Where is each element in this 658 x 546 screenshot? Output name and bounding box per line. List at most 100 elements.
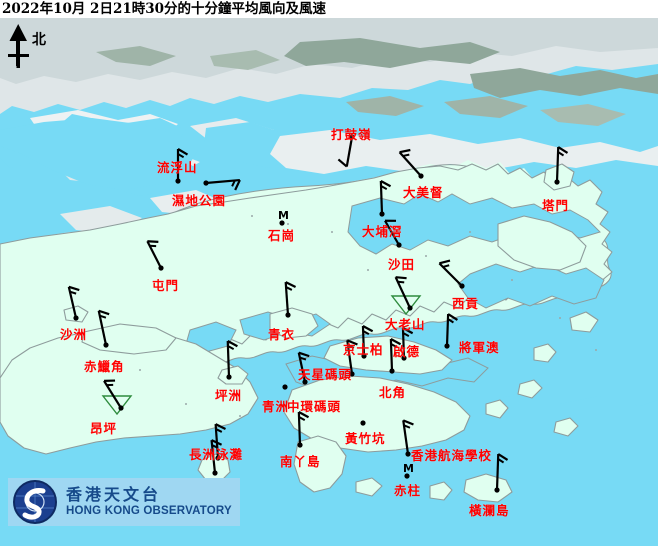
wind-barb xyxy=(214,423,226,461)
barb-full-feather xyxy=(98,309,110,316)
station-label[interactable]: 青衣 xyxy=(268,327,296,342)
wind-barb xyxy=(101,379,133,416)
barb-half-feather xyxy=(211,444,219,449)
station-label[interactable]: 赤柱 xyxy=(394,483,422,498)
page-title: 2022年10月 2日21時30分的十分鐘平均風向及風速 xyxy=(2,1,327,17)
barb-full-feather xyxy=(298,411,310,419)
wind-barb xyxy=(444,313,459,349)
barb-full-feather xyxy=(215,423,226,430)
wind-barb xyxy=(554,146,569,185)
barb-half-feather xyxy=(69,290,77,295)
station-label[interactable]: 橫瀾島 xyxy=(469,503,510,518)
barb-half-feather xyxy=(447,318,454,324)
station-label[interactable]: 大老山 xyxy=(385,317,426,332)
station-label[interactable]: 濕地公園 xyxy=(172,193,227,208)
barb-full-feather xyxy=(380,180,392,188)
wind-barb xyxy=(146,240,164,271)
barb-shaft xyxy=(445,313,450,347)
station-label[interactable]: 塔門 xyxy=(542,198,570,213)
station-dot xyxy=(279,220,285,226)
barb-full-feather xyxy=(497,453,509,461)
barb-half-feather xyxy=(362,330,370,335)
station-label[interactable]: 天星碼頭 xyxy=(298,367,353,382)
wind-barb xyxy=(203,178,241,191)
barb-full-feather xyxy=(337,158,348,168)
barb-shaft xyxy=(398,151,422,177)
barb-half-feather xyxy=(402,332,410,337)
wind-barb xyxy=(398,148,424,179)
station-label[interactable]: 打鼓嶺 xyxy=(331,127,372,142)
logo-title-en: HONG KONG OBSERVATORY xyxy=(66,505,232,517)
station-label[interactable]: 香港航海學校 xyxy=(411,448,493,463)
wind-barb xyxy=(346,339,358,377)
barb-half-feather xyxy=(442,264,450,268)
station-label[interactable]: 屯門 xyxy=(152,278,180,293)
station-label[interactable]: 石崗 xyxy=(268,228,296,243)
station-label[interactable]: 啟德 xyxy=(393,344,421,359)
station-label[interactable]: 京士柏 xyxy=(343,342,384,357)
north-label: 北 xyxy=(32,32,46,48)
station-label[interactable]: 流浮山 xyxy=(157,160,198,175)
station-label[interactable]: 赤鱲角 xyxy=(84,359,125,374)
station-dot xyxy=(282,384,288,390)
wind-barbs-layer xyxy=(67,134,569,493)
barb-full-feather xyxy=(147,240,159,244)
barb-shaft xyxy=(384,220,400,246)
barb-full-feather xyxy=(285,281,297,288)
wind-barb xyxy=(360,420,366,426)
basemap-graphic xyxy=(0,18,658,546)
barb-half-feather xyxy=(177,153,185,159)
barb-half-feather xyxy=(390,343,398,348)
north-arrow: 北 xyxy=(4,22,64,72)
barb-full-feather xyxy=(177,148,189,156)
barb-half-feather xyxy=(99,314,107,319)
barb-half-feather xyxy=(299,356,307,361)
station-label[interactable]: 青洲 xyxy=(262,399,290,414)
station-label[interactable]: 昂坪 xyxy=(90,421,118,436)
station-label[interactable]: 沙田 xyxy=(388,257,416,272)
barb-half-feather xyxy=(285,286,293,291)
hko-logo: 香港天文台 HONG KONG OBSERVATORY xyxy=(8,478,240,526)
wind-barb xyxy=(226,340,238,380)
barb-half-feather xyxy=(403,424,411,429)
wind-barb xyxy=(379,180,392,217)
barb-half-feather xyxy=(557,151,565,157)
barb-full-feather xyxy=(395,276,407,280)
barb-full-feather xyxy=(346,339,358,346)
station-marker-m: M xyxy=(278,209,289,222)
station-label[interactable]: 長洲泳灘 xyxy=(189,447,244,462)
station-label[interactable]: 將軍澳 xyxy=(459,340,500,355)
station-label[interactable]: 黃竹坑 xyxy=(345,431,386,446)
barb-full-feather xyxy=(402,419,414,426)
station-label[interactable]: 沙洲 xyxy=(60,327,88,342)
wind-barb xyxy=(210,439,223,476)
wind-barb xyxy=(284,281,297,318)
wind-barb xyxy=(361,325,374,359)
station-label[interactable]: 坪洲 xyxy=(215,388,243,403)
wind-barb xyxy=(494,453,509,493)
wind-barb xyxy=(438,259,465,289)
barb-half-feather xyxy=(347,344,355,349)
barb-half-feather xyxy=(397,280,405,284)
map-canvas[interactable]: 打鼓嶺流浮山濕地公園石崗 M 大美督塔門大埔滘沙田屯門西貢沙洲 大老山青衣赤鱲角 京士柏… xyxy=(0,18,658,546)
station-label[interactable]: 大美督 xyxy=(403,185,444,200)
wind-barb xyxy=(282,384,288,390)
barb-shaft xyxy=(345,136,354,167)
station-label[interactable]: 西貢 xyxy=(452,296,480,311)
station-label[interactable]: 北角 xyxy=(379,385,407,400)
barb-half-feather xyxy=(227,345,235,350)
barb-half-feather xyxy=(402,153,410,157)
barb-full-feather xyxy=(298,351,310,358)
station-label[interactable]: 大埔滘 xyxy=(362,224,403,239)
station-label[interactable]: 南丫島 xyxy=(280,454,321,469)
barb-full-feather xyxy=(211,439,223,446)
wind-barb xyxy=(401,327,414,361)
barb-shaft xyxy=(297,352,307,383)
hko-emblem-icon xyxy=(13,480,57,524)
station-label[interactable]: 中環碼頭 xyxy=(287,399,342,414)
logo-title-zh: 香港天文台 xyxy=(66,485,162,504)
barb-half-feather xyxy=(497,458,505,464)
barb-shaft xyxy=(438,262,463,287)
barb-full-feather xyxy=(390,338,402,346)
